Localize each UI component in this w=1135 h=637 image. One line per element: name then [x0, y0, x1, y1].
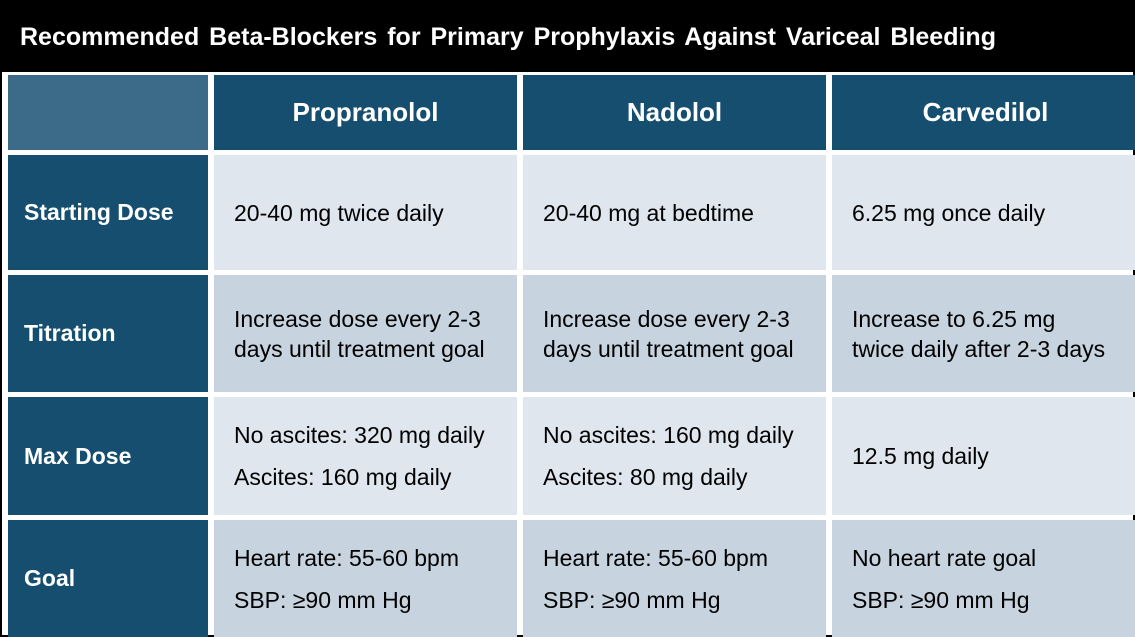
cell-line: Heart rate: 55-60 bpm [543, 544, 769, 571]
table-cell: Heart rate: 55-60 bpm SBP: ≥90 mm Hg [214, 520, 517, 637]
beta-blocker-table: Propranolol Nadolol Carvedilol Starting … [2, 72, 1135, 637]
table-cell: Increase dose every 2-3 days until treat… [523, 275, 826, 392]
cell-line: days until treatment goal [234, 335, 485, 362]
cell-line: Heart rate: 55-60 bpm [234, 544, 460, 571]
table-cell: No ascites: 160 mg daily Ascites: 80 mg … [523, 397, 826, 515]
column-header-nadolol: Nadolol [523, 75, 826, 150]
row-header-max-dose: Max Dose [8, 397, 208, 515]
cell-line: Increase dose every 2-3 [543, 305, 790, 332]
table-cell: 20-40 mg at bedtime [523, 155, 826, 270]
cell-line: No heart rate goal [852, 544, 1037, 571]
cell-line: Increase dose every 2-3 [234, 305, 481, 332]
cell-line: days until treatment goal [543, 335, 794, 362]
row-header-titration: Titration [8, 275, 208, 392]
cell-line: 6.25 mg once daily [852, 199, 1046, 226]
column-header-propranolol: Propranolol [214, 75, 517, 150]
cell-line: 12.5 mg daily [852, 443, 989, 469]
table-cell: No heart rate goal SBP: ≥90 mm Hg [832, 520, 1135, 637]
table-cell: 12.5 mg daily [832, 397, 1135, 515]
page-title: Recommended Beta-Blockers for Primary Pr… [2, 2, 1133, 72]
table-cell: Heart rate: 55-60 bpm SBP: ≥90 mm Hg [523, 520, 826, 637]
cell-line: No ascites: 320 mg daily [234, 422, 485, 448]
cell-line: Ascites: 160 mg daily [234, 464, 452, 490]
cell-line: SBP: ≥90 mm Hg [543, 586, 721, 613]
cell-line: 20-40 mg at bedtime [543, 199, 754, 226]
table-cell: 20-40 mg twice daily [214, 155, 517, 270]
table-cell: Increase to 6.25 mg twice daily after 2-… [832, 275, 1135, 392]
cell-line: Ascites: 80 mg daily [543, 464, 748, 490]
cell-line: twice daily after 2-3 days [852, 335, 1106, 362]
cell-line: No ascites: 160 mg daily [543, 422, 794, 448]
cell-line: SBP: ≥90 mm Hg [234, 586, 412, 613]
row-header-goal: Goal [8, 520, 208, 637]
column-header-carvedilol: Carvedilol [832, 75, 1135, 150]
table-cell: 6.25 mg once daily [832, 155, 1135, 270]
table-corner [8, 75, 208, 150]
table-cell: No ascites: 320 mg daily Ascites: 160 mg… [214, 397, 517, 515]
cell-line: SBP: ≥90 mm Hg [852, 586, 1030, 613]
table-cell: Increase dose every 2-3 days until treat… [214, 275, 517, 392]
row-header-starting-dose: Starting Dose [8, 155, 208, 270]
cell-line: Increase to 6.25 mg [852, 305, 1056, 332]
cell-line: 20-40 mg twice daily [234, 199, 444, 226]
